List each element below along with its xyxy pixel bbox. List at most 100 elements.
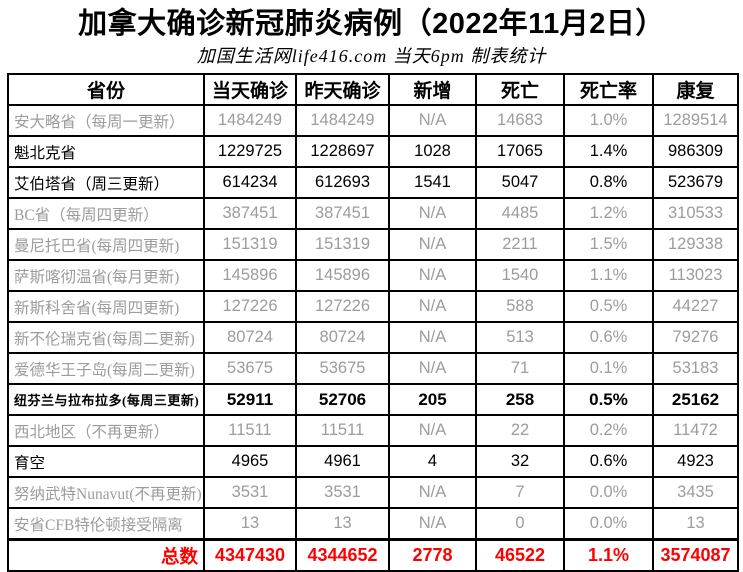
- value-cell: 4344652: [295, 538, 390, 572]
- value-cell: 5047: [475, 166, 565, 199]
- value-cell: 145896: [295, 259, 390, 292]
- value-cell: 205: [388, 383, 477, 416]
- value-cell: 3574087: [652, 538, 739, 572]
- value-cell: 80724: [295, 321, 390, 354]
- table-row: 西北地区（不再更新） 11511 11511 N/A 22 0.2% 11472: [7, 414, 739, 447]
- table-row: 艾伯塔省（周三更新） 614234 612693 1541 5047 0.8% 523679: [7, 166, 739, 199]
- value-cell: N/A: [388, 228, 477, 261]
- table-row: 魁北克省 1229725 1228697 1028 17065 1.4% 986309: [7, 135, 739, 168]
- col-header-province: 省份: [7, 73, 205, 106]
- value-cell: 3531: [295, 476, 390, 509]
- value-cell: N/A: [388, 476, 477, 509]
- value-cell: 1.1%: [563, 538, 654, 572]
- value-cell: N/A: [388, 197, 477, 230]
- value-cell: 0.6%: [563, 321, 654, 354]
- value-cell: 0.5%: [563, 383, 654, 416]
- value-cell: 612693: [295, 166, 390, 199]
- table-row: 萨斯喀彻温省(每月更新) 145896 145896 N/A 1540 1.1% 11302…: [7, 259, 739, 292]
- province-cell: 艾伯塔省（周三更新）: [7, 166, 205, 199]
- value-cell: 52911: [203, 383, 297, 416]
- province-cell: 新不伦瑞克省(每周二更新): [7, 321, 205, 354]
- page-title: 加拿大确诊新冠肺炎病例（2022年11月2日）: [78, 8, 665, 40]
- value-cell: 1484249: [295, 104, 390, 137]
- value-cell: 11511: [203, 414, 297, 447]
- province-cell: 西北地区（不再更新）: [7, 414, 205, 447]
- table-row: 爱德华王子岛(每周二更新) 53675 53675 N/A 71 0.1% 53183: [7, 352, 739, 385]
- value-cell: 53675: [203, 352, 297, 385]
- value-cell: 1228697: [295, 135, 390, 168]
- col-header-recovered: 康复: [652, 73, 739, 106]
- col-header-deaths: 死亡: [475, 73, 565, 106]
- value-cell: 3435: [652, 476, 739, 509]
- value-cell: 13: [295, 507, 390, 541]
- value-cell: N/A: [388, 321, 477, 354]
- value-cell: 1.1%: [563, 259, 654, 292]
- value-cell: 53675: [295, 352, 390, 385]
- value-cell: 2211: [475, 228, 565, 261]
- value-cell: 1229725: [203, 135, 297, 168]
- province-cell: 纽芬兰与拉布拉多(每周三更新): [7, 383, 205, 416]
- province-cell: 安省CFB特伦顿接受隔离: [7, 507, 205, 541]
- value-cell: 25162: [652, 383, 739, 416]
- col-header-today: 当天确诊: [203, 73, 297, 106]
- value-cell: 1289514: [652, 104, 739, 137]
- total-row: 总数 4347430 4344652 2778 46522 1.1% 3574087: [7, 538, 739, 572]
- value-cell: 1540: [475, 259, 565, 292]
- value-cell: 13: [203, 507, 297, 541]
- value-cell: 4965: [203, 445, 297, 478]
- value-cell: 1.2%: [563, 197, 654, 230]
- header-row: 省份 当天确诊 昨天确诊 新增 死亡 死亡率 康复: [7, 73, 739, 106]
- table-row: 新斯科舍省(每周四更新) 127226 127226 N/A 588 0.5% 44227: [7, 290, 739, 323]
- value-cell: 387451: [203, 197, 297, 230]
- value-cell: N/A: [388, 104, 477, 137]
- value-cell: 3531: [203, 476, 297, 509]
- table-row: BC省（每周四更新） 387451 387451 N/A 4485 1.2% 310533: [7, 197, 739, 230]
- value-cell: 0.0%: [563, 476, 654, 509]
- value-cell: 17065: [475, 135, 565, 168]
- value-cell: 44227: [652, 290, 739, 323]
- value-cell: 0.6%: [563, 445, 654, 478]
- page-subtitle: 加国生活网life416.com 当天6pm 制表统计: [196, 46, 547, 66]
- value-cell: 4485: [475, 197, 565, 230]
- value-cell: N/A: [388, 290, 477, 323]
- table-row: 新不伦瑞克省(每周二更新) 80724 80724 N/A 513 0.6% 79276: [7, 321, 739, 354]
- value-cell: 113023: [652, 259, 739, 292]
- province-cell: 萨斯喀彻温省(每月更新): [7, 259, 205, 292]
- value-cell: 0.0%: [563, 507, 654, 541]
- value-cell: 588: [475, 290, 565, 323]
- value-cell: 11472: [652, 414, 739, 447]
- total-label-cell: 总数: [7, 538, 205, 572]
- province-cell: 安大略省（每周一更新）: [7, 104, 205, 137]
- value-cell: 46522: [475, 538, 565, 572]
- table-row: 安大略省（每周一更新） 1484249 1484249 N/A 14683 1.0% 128…: [7, 104, 739, 137]
- value-cell: 0.5%: [563, 290, 654, 323]
- col-header-new-cases: 新增: [388, 73, 477, 106]
- value-cell: 523679: [652, 166, 739, 199]
- table-row: 曼尼托巴省(每周四更新) 151319 151319 N/A 2211 1.5% 12933…: [7, 228, 739, 261]
- value-cell: 79276: [652, 321, 739, 354]
- value-cell: 80724: [203, 321, 297, 354]
- value-cell: 14683: [475, 104, 565, 137]
- value-cell: N/A: [388, 507, 477, 541]
- value-cell: 1.4%: [563, 135, 654, 168]
- province-cell: 新斯科舍省(每周四更新): [7, 290, 205, 323]
- col-header-death-rate: 死亡率: [563, 73, 654, 106]
- table-row: 安省CFB特伦顿接受隔离 13 13 N/A 0 0.0% 13: [7, 507, 739, 541]
- value-cell: 127226: [203, 290, 297, 323]
- value-cell: 387451: [295, 197, 390, 230]
- value-cell: 151319: [203, 228, 297, 261]
- value-cell: 129338: [652, 228, 739, 261]
- province-cell: BC省（每周四更新）: [7, 197, 205, 230]
- col-header-yesterday: 昨天确诊: [295, 73, 390, 106]
- table-body: 安大略省（每周一更新） 1484249 1484249 N/A 14683 1.0% 128…: [7, 104, 739, 572]
- value-cell: 258: [475, 383, 565, 416]
- value-cell: 7: [475, 476, 565, 509]
- value-cell: 614234: [203, 166, 297, 199]
- value-cell: 1.5%: [563, 228, 654, 261]
- province-cell: 爱德华王子岛(每周二更新): [7, 352, 205, 385]
- province-cell: 曼尼托巴省(每周四更新): [7, 228, 205, 261]
- value-cell: 145896: [203, 259, 297, 292]
- value-cell: 127226: [295, 290, 390, 323]
- value-cell: 513: [475, 321, 565, 354]
